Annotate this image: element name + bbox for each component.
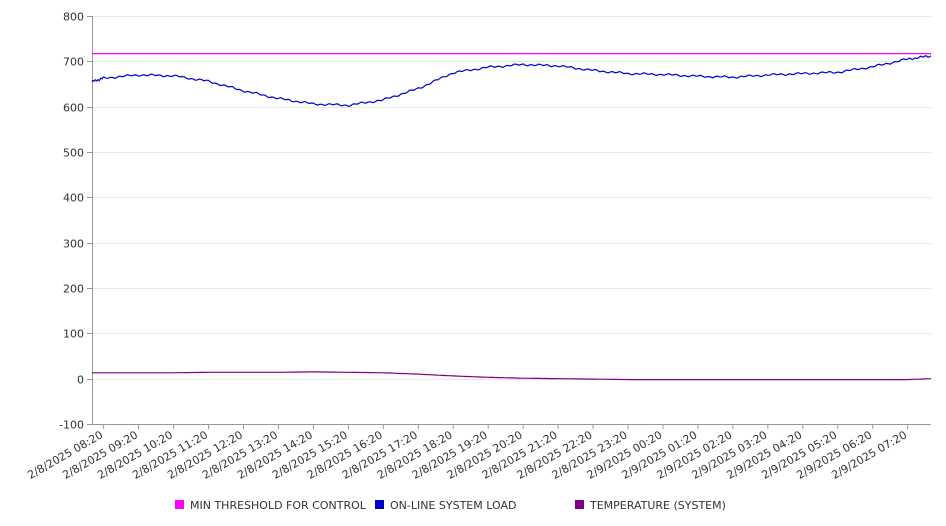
y-tick-label: 500: [63, 147, 84, 160]
x-axis-tick-labels: 2/8/2025 08:202/8/2025 09:202/8/2025 10:…: [25, 428, 909, 482]
series-line-3: [92, 371, 931, 381]
legend-swatch: [575, 500, 584, 509]
legend-label: MIN THRESHOLD FOR CONTROL: [190, 499, 367, 512]
legend-swatch: [375, 500, 384, 509]
y-tick-label: 0: [77, 374, 84, 387]
grid-lines: [92, 16, 931, 425]
legend: MIN THRESHOLD FOR CONTROL ON-LINE SYSTEM …: [175, 499, 726, 512]
y-tick-label: 300: [63, 238, 84, 251]
series-line-2: [91, 55, 932, 108]
y-tick-label: 700: [63, 56, 84, 69]
y-tick-label: 200: [63, 283, 84, 296]
y-tick-label: -100: [59, 419, 84, 432]
legend-label: TEMPERATURE (SYSTEM): [589, 499, 726, 512]
axes: [87, 16, 931, 429]
legend-label: ON-LINE SYSTEM LOAD: [390, 499, 516, 512]
y-axis-tick-labels: -100 0 100 200 300 400 500 600 700 800: [59, 11, 84, 432]
y-tick-label: 600: [63, 102, 84, 115]
y-tick-label: 400: [63, 192, 84, 205]
legend-swatch: [175, 500, 184, 509]
series-lines: [91, 52, 932, 381]
y-tick-label: 800: [63, 11, 84, 24]
y-tick-label: 100: [63, 328, 84, 341]
